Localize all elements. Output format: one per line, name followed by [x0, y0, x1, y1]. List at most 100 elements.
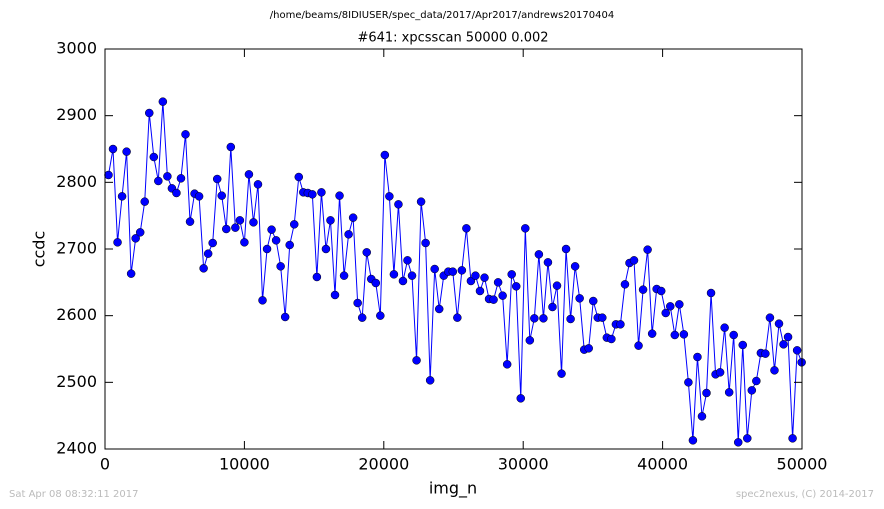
- data-point: [185, 217, 195, 226]
- data-point: [235, 216, 245, 225]
- data-point: [172, 188, 181, 198]
- data-point: [154, 176, 163, 186]
- data-point: [502, 360, 512, 369]
- data-point: [249, 218, 258, 227]
- data-point: [729, 330, 738, 340]
- data-point: [222, 224, 231, 234]
- data-point: [747, 386, 757, 395]
- data-point: [516, 394, 526, 403]
- data-point: [421, 238, 430, 248]
- data-point: [539, 314, 548, 323]
- data-point: [271, 236, 281, 245]
- data-point: [104, 170, 113, 180]
- y-tick-label: 2600: [56, 305, 97, 324]
- data-point: [258, 296, 267, 305]
- data-point: [661, 308, 670, 318]
- data-point: [376, 311, 385, 320]
- data-point: [743, 434, 752, 443]
- data-point: [430, 264, 439, 274]
- data-point: [407, 271, 417, 280]
- data-point: [362, 248, 371, 257]
- data-point: [548, 302, 557, 312]
- data-point: [326, 216, 335, 225]
- data-point: [412, 356, 421, 365]
- data-point: [149, 152, 159, 162]
- data-point: [280, 312, 290, 322]
- data-point: [697, 412, 707, 421]
- data-point: [208, 238, 217, 248]
- data-point: [385, 192, 394, 201]
- data-point: [575, 294, 584, 303]
- data-point: [416, 197, 426, 206]
- data-point: [131, 234, 140, 243]
- x-tick-label: 10000: [219, 455, 270, 474]
- data-point: [199, 264, 208, 273]
- data-point: [702, 388, 711, 398]
- data-point: [126, 269, 136, 278]
- data-point: [226, 142, 236, 152]
- data-point: [530, 314, 539, 323]
- data-point: [480, 273, 489, 282]
- data-point: [403, 256, 412, 265]
- data-point: [638, 285, 648, 294]
- data-point: [117, 192, 127, 201]
- data-point: [552, 281, 562, 290]
- y-tick-label: 2800: [56, 172, 97, 191]
- data-point: [566, 314, 575, 324]
- suptitle: /home/beams/8IDIUSER/spec_data/2017/Apr2…: [270, 10, 614, 21]
- data-point: [475, 286, 485, 296]
- data-point: [217, 191, 226, 200]
- data-point: [647, 329, 657, 338]
- data-point: [684, 378, 693, 387]
- data-point: [353, 298, 362, 308]
- data-point: [240, 238, 249, 247]
- data-point: [471, 271, 480, 280]
- x-tick-label: 50000: [777, 455, 828, 474]
- data-point: [457, 266, 467, 275]
- data-point: [380, 150, 390, 160]
- data-point: [163, 172, 172, 181]
- data-point: [181, 130, 190, 139]
- data-point: [543, 258, 553, 267]
- data-point: [761, 349, 770, 358]
- x-tick-label: 20000: [358, 455, 409, 474]
- data-point: [335, 191, 344, 200]
- y-tick-label: 2900: [56, 105, 97, 124]
- data-point: [770, 366, 779, 375]
- data-point: [688, 436, 698, 445]
- data-point: [584, 344, 593, 353]
- y-tick-label: 2400: [56, 439, 97, 458]
- data-point: [643, 245, 652, 254]
- data-point: [616, 320, 625, 329]
- data-point: [425, 376, 435, 385]
- data-point: [561, 244, 571, 254]
- data-point: [212, 174, 222, 184]
- data-point: [493, 278, 503, 287]
- data-point: [294, 172, 304, 182]
- data-point: [267, 225, 276, 234]
- data-point: [140, 197, 149, 206]
- data-point: [448, 267, 458, 276]
- data-point: [693, 352, 702, 362]
- data-point: [774, 319, 784, 328]
- data-point: [285, 240, 294, 250]
- data-point: [330, 290, 340, 300]
- data-point: [634, 341, 643, 350]
- data-point: [507, 270, 516, 279]
- data-point: [521, 224, 530, 233]
- x-axis-label: img_n: [429, 479, 477, 499]
- data-point: [498, 291, 507, 300]
- y-tick-label: 2500: [56, 372, 97, 391]
- data-point: [135, 228, 145, 237]
- x-tick-label: 30000: [498, 455, 549, 474]
- data-point: [108, 144, 118, 154]
- data-point: [158, 97, 168, 106]
- data-point: [453, 313, 462, 322]
- data-point: [312, 272, 322, 282]
- data-point: [557, 369, 566, 378]
- data-point: [598, 313, 607, 322]
- data-point: [289, 220, 299, 229]
- y-tick-label: 2700: [56, 239, 97, 258]
- data-point: [733, 438, 743, 447]
- data-point: [720, 323, 729, 332]
